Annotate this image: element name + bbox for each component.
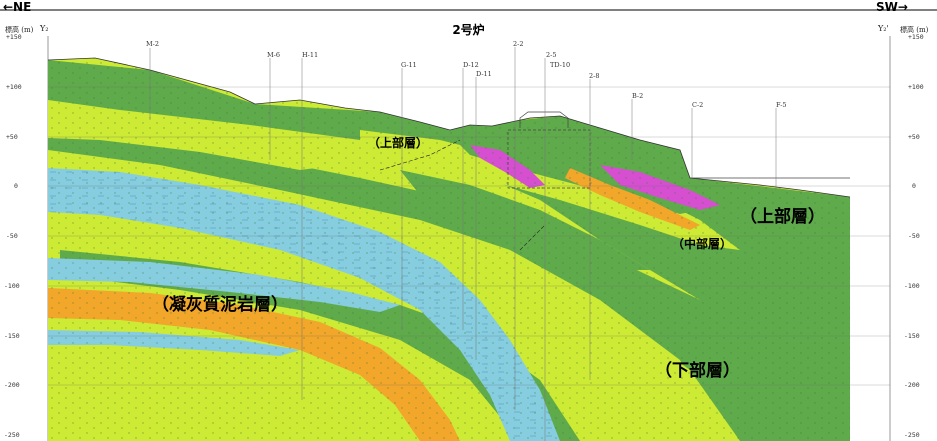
borehole-label: H-11 xyxy=(302,51,319,59)
y2-marker-left: Y₂ xyxy=(40,24,49,33)
y-tick-right: 0 xyxy=(912,182,916,190)
elevation-label-right: 標高 (m) xyxy=(900,26,929,34)
y-tick-right: +150 xyxy=(908,33,924,41)
borehole-label: 2-5 xyxy=(546,51,557,59)
borehole-label: D-12 xyxy=(463,61,479,69)
lower-layer-label: （下部層） xyxy=(655,361,740,381)
y-tick-left: +150 xyxy=(6,33,22,41)
y-tick-left: -200 xyxy=(4,381,20,389)
upper-layer-label: （上部層） xyxy=(740,207,825,227)
y-tick-left: -50 xyxy=(6,232,18,240)
borehole-label: B-2 xyxy=(632,92,644,100)
y-tick-right: +50 xyxy=(908,133,920,141)
borehole-label: 2-8 xyxy=(589,72,600,80)
y-tick-left: 0 xyxy=(14,182,18,190)
y-tick-right: -200 xyxy=(904,381,920,389)
y-tick-left: +50 xyxy=(6,133,18,141)
borehole-label: TD-10 xyxy=(550,61,571,69)
borehole-label: M-2 xyxy=(146,40,159,48)
borehole-label: C-2 xyxy=(692,101,704,109)
elevation-label-left: 標高 (m) xyxy=(5,26,34,34)
borehole-label: D-11 xyxy=(476,70,492,78)
y-tick-left: -250 xyxy=(4,431,20,439)
figure-title: 2号炉 xyxy=(452,23,485,37)
y-tick-right: -250 xyxy=(904,431,920,439)
borehole-label: 2-2 xyxy=(513,40,524,48)
y-tick-left: -150 xyxy=(4,332,20,340)
borehole-label: M-6 xyxy=(267,51,280,59)
upper-layer-label-small: （上部層） xyxy=(368,136,429,150)
middle-layer-label: （中部層） xyxy=(672,237,733,251)
y-tick-right: -50 xyxy=(908,232,920,240)
y-tick-left: -100 xyxy=(4,282,20,290)
tuffaceous-mudstone-label: （凝灰質泥岩層） xyxy=(152,295,288,315)
borehole-label: F-5 xyxy=(776,101,787,109)
borehole-label: G-11 xyxy=(401,61,417,69)
y-tick-right: +100 xyxy=(908,83,924,91)
y-tick-right: -100 xyxy=(904,282,920,290)
y-tick-left: +100 xyxy=(6,83,22,91)
y-tick-right: -150 xyxy=(904,332,920,340)
y2-marker-right: Y₂' xyxy=(878,24,889,33)
